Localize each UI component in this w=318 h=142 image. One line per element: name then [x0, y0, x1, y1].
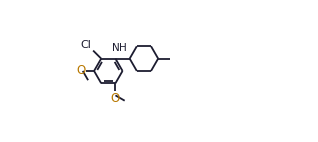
Text: H: H: [119, 43, 127, 53]
Text: O: O: [111, 92, 120, 105]
Text: O: O: [76, 64, 86, 77]
Text: Cl: Cl: [81, 40, 92, 50]
Text: N: N: [112, 43, 120, 53]
